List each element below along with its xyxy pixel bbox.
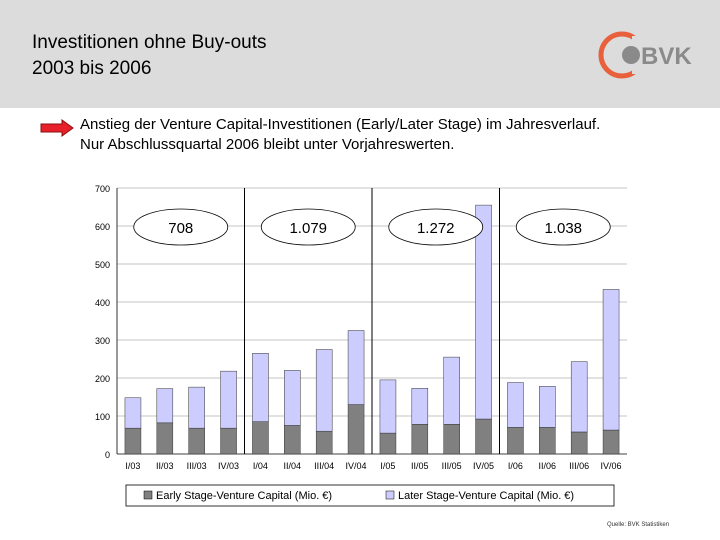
bar-early-stage	[411, 424, 429, 455]
x-tick-label: IV/03	[218, 461, 239, 471]
bar-later-stage	[315, 349, 333, 432]
bar-early-stage	[315, 430, 333, 455]
title-line-2: 2003 bis 2006	[32, 58, 152, 79]
bar-early-stage	[475, 418, 492, 455]
annual-total-label: 1.272	[417, 220, 455, 237]
year-dividers	[244, 188, 500, 454]
x-tick-label: III/04	[314, 461, 334, 471]
bar-later-stage	[156, 388, 174, 424]
x-tick-labels: I/03 II/03 III/03 IV/03 I/04 II/04 III/04 IV/04…	[125, 461, 621, 471]
bar-early-stage	[220, 427, 237, 455]
bar-later-stage	[507, 382, 524, 428]
y-tick-label: 600	[95, 222, 110, 232]
intro-line-2: Nur Abschlussquartal 2006 bleibt unter V…	[80, 136, 455, 153]
x-tick-label: III/05	[442, 461, 462, 471]
bar-early-stage	[252, 421, 269, 455]
annual-totals: 708 1.079 1.272 1.038	[133, 208, 611, 246]
bar-early-stage	[379, 432, 397, 455]
title-line-1: Investitionen ohne Buy-outs	[32, 32, 267, 53]
bar-early-stage	[124, 427, 142, 455]
bar-early-stage	[539, 427, 556, 455]
x-tick-label: I/03	[125, 461, 140, 471]
legend: Early Stage-Venture Capital (Mio. €) Lat…	[125, 484, 615, 507]
annual-total-label: 1.079	[289, 220, 327, 237]
y-tick-label: 700	[95, 184, 110, 194]
bar-later-stage	[188, 386, 205, 429]
legend-label-later: Later Stage-Venture Capital (Mio. €)	[398, 490, 574, 502]
x-tick-label: IV/06	[601, 461, 622, 471]
x-tick-label: I/06	[508, 461, 523, 471]
logo-text: BVK	[641, 43, 692, 70]
legend-swatch-early	[143, 490, 153, 500]
x-tick-label: III/03	[187, 461, 207, 471]
bar-later-stage	[570, 361, 588, 433]
bar-later-stage	[220, 370, 237, 429]
bar-later-stage	[124, 397, 142, 429]
bar-later-stage	[475, 204, 492, 420]
y-tick-label: 100	[95, 412, 110, 422]
bar-early-stage	[443, 424, 460, 455]
x-tick-label: IV/05	[473, 461, 494, 471]
x-tick-label: II/05	[411, 461, 429, 471]
y-tick-label: 400	[95, 298, 110, 308]
bvk-logo: BVK	[598, 31, 692, 79]
y-tick-label: 200	[95, 374, 110, 384]
bar-early-stage	[570, 431, 588, 455]
investment-chart: 0 100 200 300 400 500 600 700 708 1.079 1.272 1.03…	[95, 184, 627, 507]
x-tick-label: I/05	[380, 461, 395, 471]
bars	[124, 204, 620, 455]
header-band: Investitionen ohne Buy-outs 2003 bis 200…	[0, 0, 720, 108]
annual-total-ellipse	[133, 208, 229, 246]
bar-early-stage	[156, 422, 174, 455]
legend-swatch-later	[385, 490, 395, 500]
bar-later-stage	[602, 289, 620, 431]
x-tick-label: I/04	[253, 461, 268, 471]
bar-early-stage	[602, 429, 620, 455]
y-tick-label: 500	[95, 260, 110, 270]
intro-line-1: Anstieg der Venture Capital-Investitione…	[80, 116, 601, 133]
y-tick-label: 300	[95, 336, 110, 346]
bar-early-stage	[507, 427, 524, 455]
x-tick-label: II/04	[284, 461, 302, 471]
annual-total-ellipse	[388, 208, 484, 246]
page-title: Investitionen ohne Buy-outs 2003 bis 200…	[32, 30, 267, 82]
x-tick-label: III/06	[569, 461, 589, 471]
logo-ring-gap	[632, 36, 652, 74]
logo-dot	[622, 46, 640, 64]
bar-later-stage	[411, 388, 429, 425]
annual-total-ellipse	[515, 208, 611, 246]
y-tick-label: 0	[105, 450, 110, 460]
bar-later-stage	[539, 386, 556, 428]
bar-later-stage	[443, 356, 460, 425]
legend-label-early: Early Stage-Venture Capital (Mio. €)	[156, 490, 332, 502]
x-tick-label: II/06	[539, 461, 557, 471]
bar-later-stage	[347, 330, 365, 405]
bar-later-stage	[379, 379, 397, 434]
annual-total-ellipse	[260, 208, 356, 246]
annual-total-label: 1.038	[544, 220, 582, 237]
intro-text: Anstieg der Venture Capital-Investitione…	[80, 115, 710, 155]
x-tick-label: II/03	[156, 461, 174, 471]
bar-early-stage	[188, 427, 205, 455]
bar-early-stage	[347, 404, 365, 455]
bar-early-stage	[284, 425, 301, 455]
source-note: Quelle: BVK Statistiken	[607, 522, 670, 528]
bar-later-stage	[252, 353, 269, 422]
bar-later-stage	[284, 370, 301, 426]
arrow-bullet-icon	[40, 119, 74, 137]
legend-box	[125, 484, 615, 507]
annual-total-label: 708	[168, 220, 193, 237]
x-tick-label: IV/04	[346, 461, 367, 471]
